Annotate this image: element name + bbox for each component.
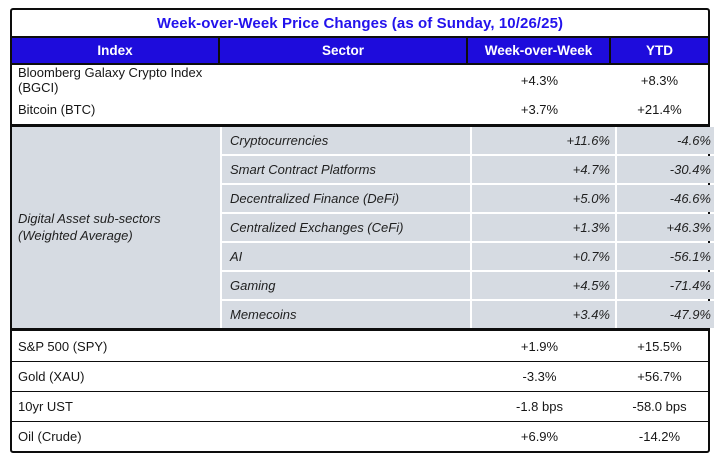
group-label-line2: (Weighted Average) <box>18 227 133 243</box>
ytd-value: +21.4% <box>637 102 682 117</box>
macro-section: S&P 500 (SPY) +1.9% +15.5% Gold (XAU) -3… <box>12 331 708 451</box>
ytd-value: -14.2% <box>638 429 681 444</box>
sector-label: Smart Contract Platforms <box>222 156 470 183</box>
sector-label: Memecoins <box>222 301 470 328</box>
table-row-btc: Bitcoin (BTC) +3.7% +21.4% <box>12 95 708 124</box>
table-row-10yr-ust: 10yr UST -1.8 bps -58.0 bps <box>12 391 708 421</box>
sector-cell-empty <box>220 422 468 451</box>
sector-label: Decentralized Finance (DeFi) <box>222 185 470 212</box>
ytd-value: +56.7% <box>637 369 682 384</box>
group-label-line1: Digital Asset sub-sectors <box>18 211 161 227</box>
wow-value: +3.4% <box>472 301 615 328</box>
ytd-value: +15.5% <box>637 338 682 354</box>
column-header-week-over-week: Week-over-Week <box>468 38 611 63</box>
sector-label: Cryptocurrencies <box>222 127 470 154</box>
table-row-oil: Oil (Crude) +6.9% -14.2% <box>12 421 708 451</box>
index-label: Oil (Crude) <box>18 429 82 444</box>
sector-cell-empty <box>220 65 468 95</box>
index-label: S&P 500 (SPY) <box>18 338 108 354</box>
column-header-ytd: YTD <box>646 43 673 58</box>
column-header-index: Index <box>12 38 220 63</box>
price-changes-table: Week-over-Week Price Changes (as of Sund… <box>10 8 714 453</box>
subsector-section: Digital Asset sub-sectors (Weighted Aver… <box>12 127 714 331</box>
index-label: Gold (XAU) <box>18 369 85 384</box>
ytd-value: +8.3% <box>640 72 679 88</box>
wow-value: +4.7% <box>472 156 615 183</box>
sector-cell-empty <box>220 331 468 361</box>
table-header-row: Index Sector Week-over-Week YTD <box>12 38 708 65</box>
ytd-value: -4.6% <box>617 127 714 154</box>
wow-value: +11.6% <box>472 127 615 154</box>
wow-value: +1.9% <box>520 338 559 354</box>
index-label: 10yr UST <box>18 399 73 414</box>
ytd-value: -71.4% <box>617 272 714 299</box>
table-row-spy: S&P 500 (SPY) +1.9% +15.5% <box>12 331 708 361</box>
index-label: Bitcoin (BTC) <box>18 102 96 117</box>
ytd-value: +46.3% <box>617 214 714 241</box>
wow-value: +5.0% <box>472 185 615 212</box>
ytd-value: -47.9% <box>617 301 714 328</box>
table-row-bgci: Bloomberg Galaxy Crypto Index (BGCI) +4.… <box>12 65 708 95</box>
sector-label: AI <box>222 243 470 270</box>
sector-label: Centralized Exchanges (CeFi) <box>222 214 470 241</box>
wow-value: -3.3% <box>522 369 557 384</box>
ytd-value: -56.1% <box>617 243 714 270</box>
subsector-group-label: Digital Asset sub-sectors (Weighted Aver… <box>12 127 220 328</box>
wow-value: +4.3% <box>520 72 559 88</box>
sector-cell-empty <box>220 95 468 124</box>
index-label: Bloomberg Galaxy Crypto Index (BGCI) <box>18 65 203 95</box>
wow-value: +0.7% <box>472 243 615 270</box>
ytd-value: -46.6% <box>617 185 714 212</box>
sector-label: Gaming <box>222 272 470 299</box>
column-header-sector: Sector <box>220 38 468 63</box>
ytd-value: -30.4% <box>617 156 714 183</box>
wow-value: +1.3% <box>472 214 615 241</box>
wow-value: +4.5% <box>472 272 615 299</box>
crypto-index-section: Bloomberg Galaxy Crypto Index (BGCI) +4.… <box>12 65 708 127</box>
sector-cell-empty <box>220 362 468 391</box>
wow-value: -1.8 bps <box>516 399 563 414</box>
ytd-value: -58.0 bps <box>632 399 687 414</box>
sector-cell-empty <box>220 392 468 421</box>
table-row-gold: Gold (XAU) -3.3% +56.7% <box>12 361 708 391</box>
table-title: Week-over-Week Price Changes (as of Sund… <box>12 10 708 38</box>
wow-value: +6.9% <box>520 429 559 444</box>
wow-value: +3.7% <box>520 102 559 117</box>
